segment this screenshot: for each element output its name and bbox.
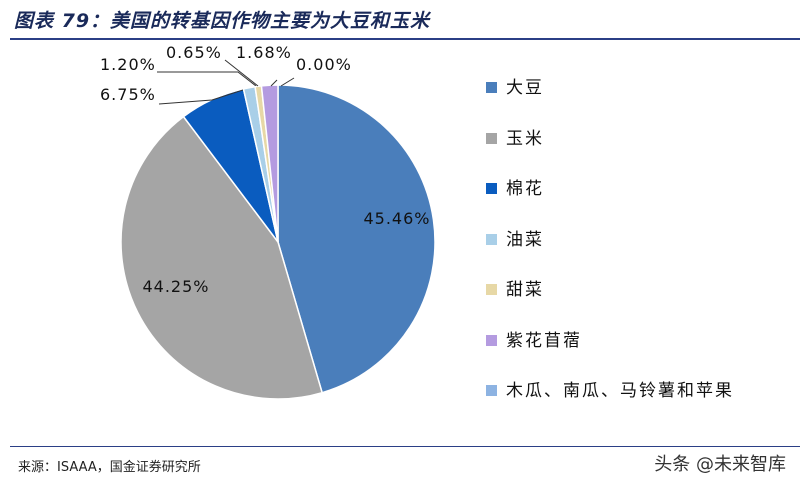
legend-label: 玉米 [506,128,544,149]
leader-line-2 [158,88,247,105]
legend-swatch [486,183,497,194]
source-note: 来源：ISAAA，国金证券研究所 [18,460,201,475]
slice-label-2: 6.75% [100,85,156,104]
legend-label: 木瓜、南瓜、马铃薯和苹果 [506,381,734,401]
leader-line-5 [270,79,278,87]
pie-slice-0 [277,84,436,394]
legend-swatch [486,233,497,245]
leader-line-4 [224,59,259,87]
legend-swatch [486,334,497,346]
legend-swatch [486,284,497,295]
top-divider [10,38,800,40]
pie-slice-1 [120,115,324,400]
slice-label-4: 0.65% [166,43,222,62]
slice-label-0: 45.46% [363,209,430,228]
legend-label: 棉花 [506,179,544,199]
legend-swatch [486,82,497,93]
legend-label: 油菜 [506,229,544,250]
leader-line-6 [280,77,295,87]
slice-label-3: 1.20% [100,55,156,74]
pie-slice-5 [260,84,279,243]
bottom-divider [10,446,800,447]
legend-swatch [486,385,497,396]
legend-swatch [486,132,497,144]
slice-label-6: 0.00% [296,55,352,74]
leader-line-3 [157,71,257,87]
watermark: 头条 @未来智库 [654,454,786,475]
slice-label-5: 1.68% [236,43,292,62]
legend-label: 甜菜 [506,280,544,300]
legend-label: 紫花苜蓿 [506,330,582,351]
legend-label: 大豆 [506,78,544,98]
slice-label-1: 44.25% [142,277,209,296]
chart-title: 图表 79：美国的转基因作物主要为大豆和玉米 [14,10,431,32]
